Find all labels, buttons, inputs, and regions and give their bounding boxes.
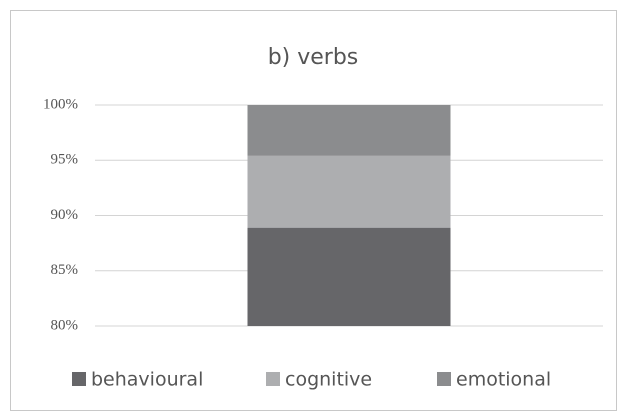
legend-swatch bbox=[266, 372, 280, 386]
y-tick-label: 100% bbox=[43, 96, 78, 112]
y-tick-label: 90% bbox=[51, 207, 79, 223]
bar-segment bbox=[247, 227, 451, 326]
legend-label: cognitive bbox=[285, 369, 372, 391]
legend-label: behavioural bbox=[91, 369, 203, 391]
bar-segment bbox=[247, 155, 451, 228]
y-tick-label: 80% bbox=[51, 317, 79, 333]
legend-swatch bbox=[437, 372, 451, 386]
y-tick-label: 85% bbox=[51, 262, 79, 278]
legend-swatch bbox=[72, 372, 86, 386]
legend-label: emotional bbox=[456, 369, 551, 391]
y-tick-label: 95% bbox=[51, 152, 79, 168]
bar-segment bbox=[247, 105, 451, 156]
chart-title: b) verbs bbox=[268, 45, 359, 70]
